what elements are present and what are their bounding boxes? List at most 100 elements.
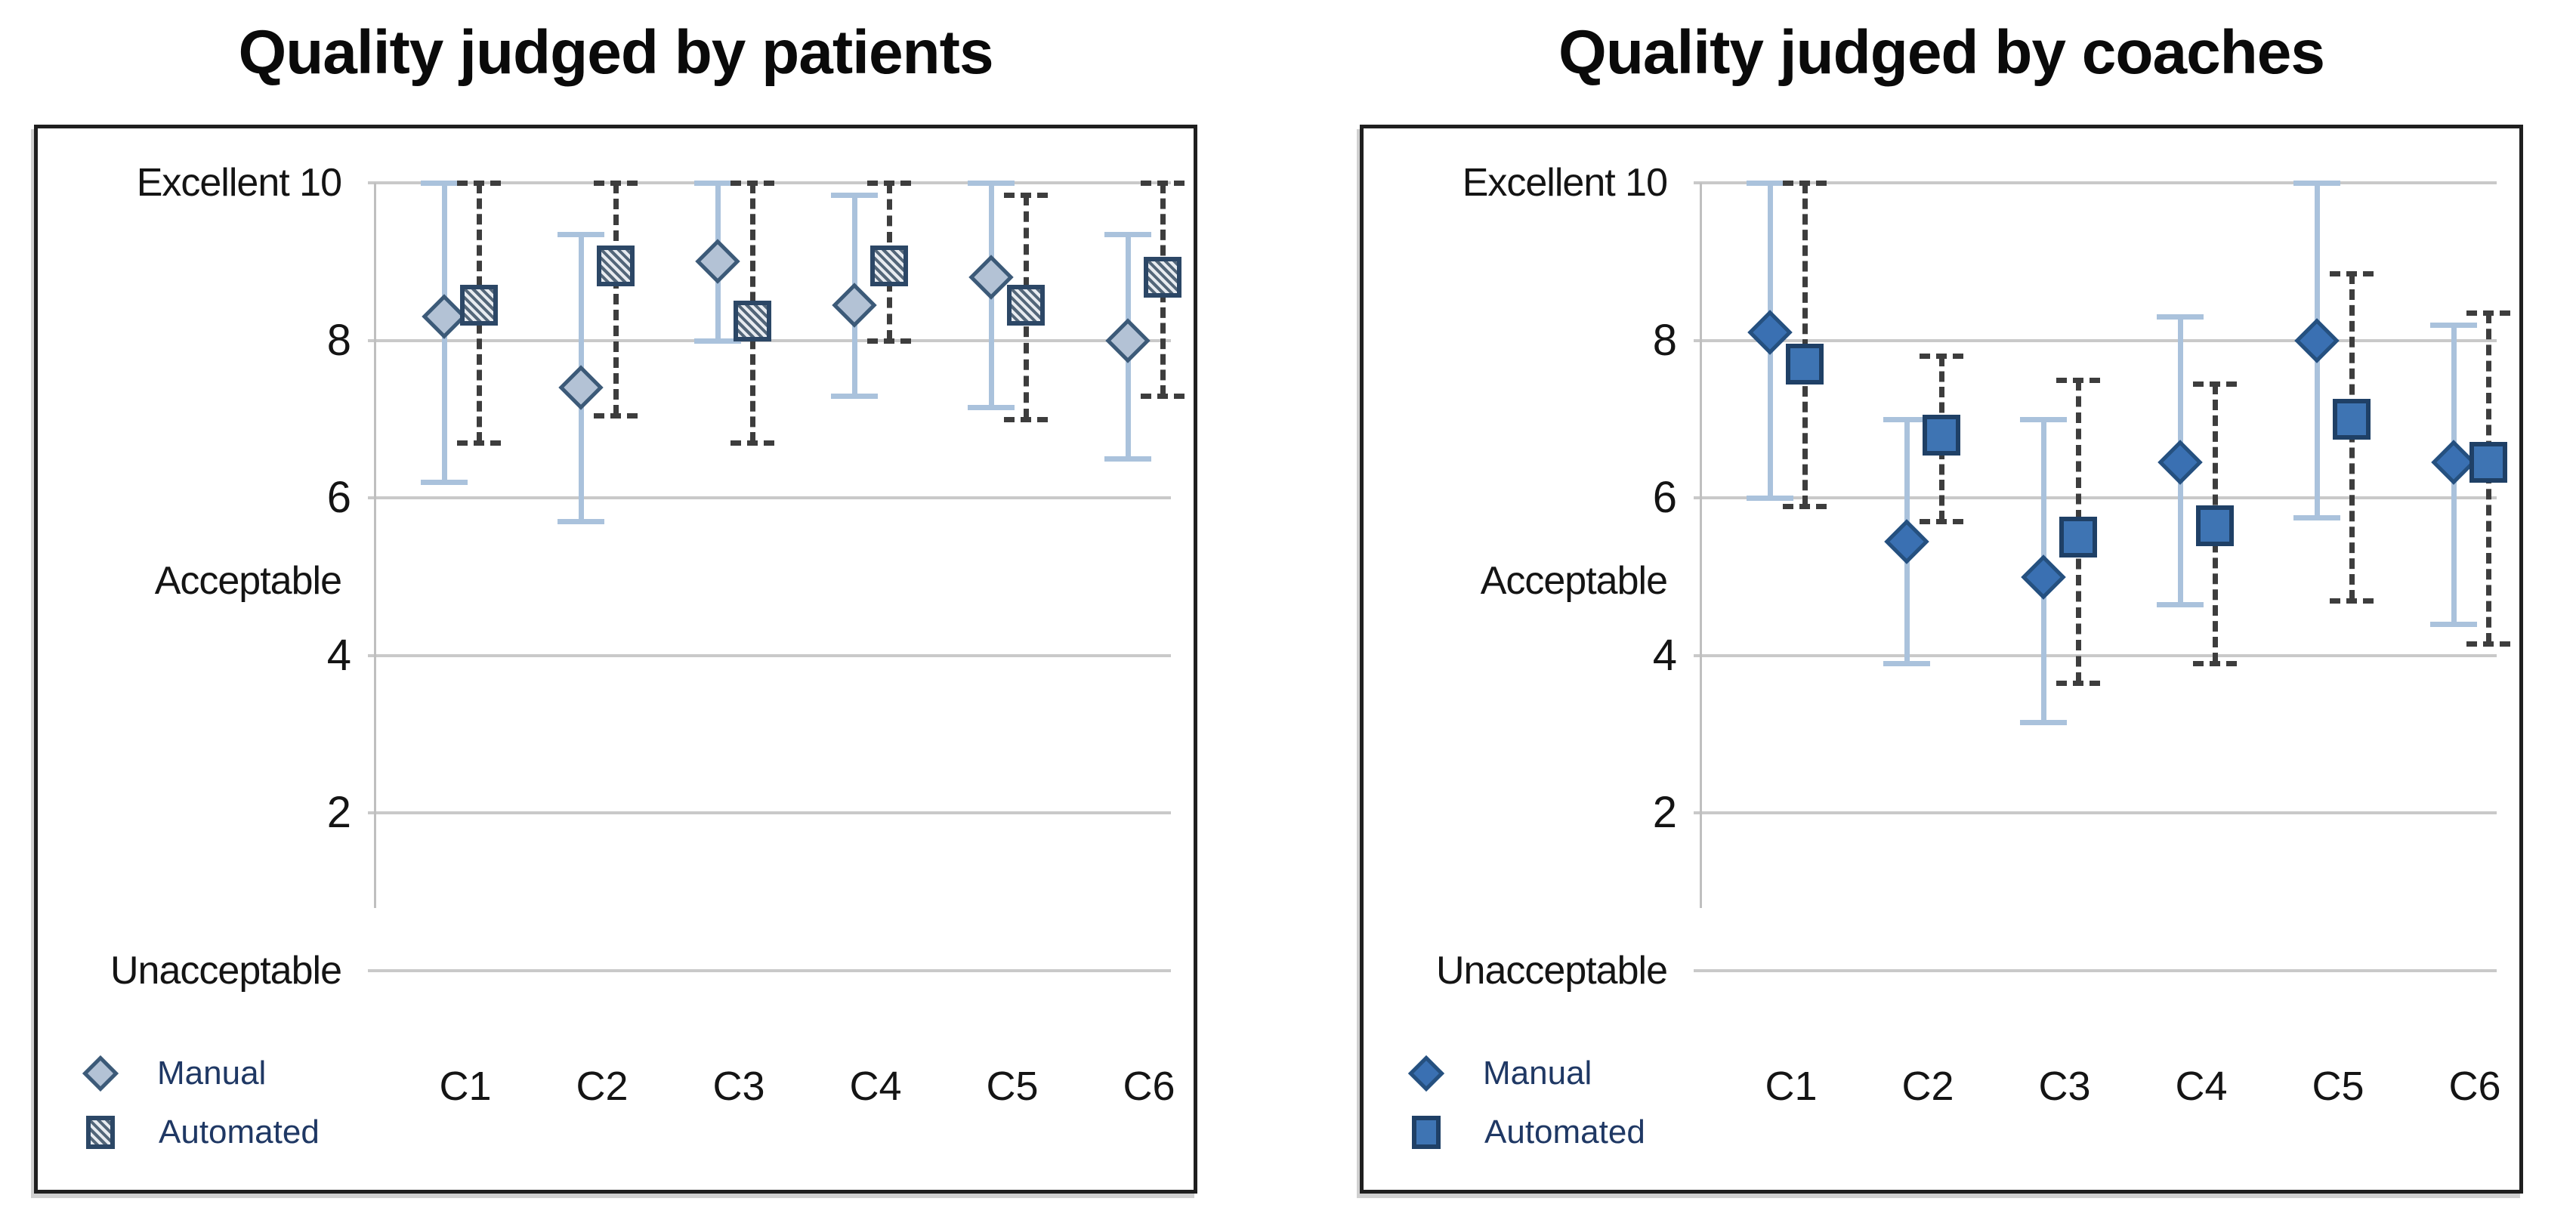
marker-manual-diamond-c2 (558, 365, 604, 410)
error-cap-high (2056, 377, 2100, 383)
gridline-y6 (368, 496, 1171, 500)
coaches-legend: Manual Automated (1403, 1044, 1720, 1162)
error-cap-low (2430, 622, 2477, 628)
error-cap-low (2020, 720, 2067, 726)
automated-square-icon (86, 1116, 115, 1149)
gridline-y4 (368, 653, 1171, 657)
error-cap-high (831, 192, 878, 198)
y-axis-label-unacceptable: Unacceptable (1436, 949, 1668, 993)
patients-chart-panel: Excellent 10 8 6 Acceptable 4 2 Unacceptable C1… (34, 125, 1197, 1194)
error-cap-low (867, 338, 911, 344)
x-axis-label-c6: C6 (2448, 1064, 2501, 1109)
marker-manual-diamond-c4 (2157, 440, 2203, 485)
automated-square-icon (1412, 1116, 1441, 1149)
error-cap-high (594, 181, 638, 186)
error-cap-high (2157, 314, 2204, 320)
x-axis-label-c2: C2 (576, 1064, 629, 1109)
error-cap-high (2293, 181, 2340, 186)
marker-automated-square-c2 (597, 245, 635, 286)
error-cap-low (730, 440, 774, 446)
marker-automated-square-c2 (1923, 414, 1960, 456)
error-cap-low (1883, 661, 1930, 667)
marker-automated-square-c1 (1786, 343, 1824, 385)
coaches-chart-panel: Excellent 10 8 6 Acceptable 4 2 Unacceptable C1… (1360, 125, 2523, 1194)
x-axis-label-c1: C1 (439, 1064, 492, 1109)
y-axis-label-8: 8 (326, 315, 351, 365)
marker-automated-square-c1 (460, 284, 498, 326)
patients-chart-title: Quality judged by patients (238, 18, 993, 87)
error-cap-low (1783, 503, 1827, 509)
y-axis-label-4: 4 (1652, 630, 1677, 680)
x-axis-label-c1: C1 (1765, 1064, 1818, 1109)
y-axis-label-acceptable: Acceptable (1480, 558, 1668, 603)
error-cap-low (2330, 598, 2374, 604)
error-cap-high (2466, 310, 2510, 317)
error-cap-low (457, 440, 501, 446)
x-axis-label-c4: C4 (849, 1064, 902, 1109)
y-axis-label-2: 2 (1652, 788, 1677, 838)
y-axis-label-4: 4 (326, 630, 351, 680)
marker-automated-square-c6 (1144, 257, 1181, 298)
patients-plot-area: Excellent 10 8 6 Acceptable 4 2 Unacceptable C1… (38, 128, 1194, 1190)
legend-label-manual: Manual (1483, 1055, 1592, 1092)
error-cap-low (2157, 602, 2204, 607)
marker-manual-diamond-c5 (2294, 317, 2340, 363)
coaches-chart-block: Quality judged by coaches Excellent 10 8 6… (1360, 0, 2523, 1220)
error-cap-high (457, 181, 501, 186)
y-axis-label-6: 6 (326, 473, 351, 523)
error-cap-low (2466, 641, 2510, 647)
gridline-y10 (1694, 181, 2497, 184)
y-axis-line (374, 183, 376, 908)
error-cap-low (2293, 515, 2340, 521)
error-cap-low (558, 519, 604, 525)
error-cap-low (968, 405, 1015, 411)
y-axis-label-excellent-10: Excellent 10 (136, 161, 342, 205)
error-cap-high (2330, 270, 2374, 276)
marker-manual-diamond-c4 (832, 282, 877, 328)
legend-row-manual: Manual (1403, 1044, 1720, 1103)
marker-manual-diamond-c6 (1105, 317, 1151, 363)
x-axis-label-c5: C5 (2312, 1064, 2364, 1109)
error-cap-high (1141, 181, 1185, 186)
error-cap-high (421, 181, 468, 186)
error-cap-low (831, 393, 878, 399)
y-axis-label-6: 6 (1652, 473, 1677, 523)
error-bar-automated-c2 (613, 183, 619, 415)
error-cap-low (1104, 456, 1151, 462)
error-cap-low (1920, 519, 1963, 525)
error-cap-high (1104, 231, 1151, 237)
y-axis-line (1700, 183, 1702, 908)
error-cap-high (2193, 381, 2237, 387)
x-axis-label-c3: C3 (712, 1064, 765, 1109)
coaches-chart-title: Quality judged by coaches (1558, 18, 2325, 87)
gridline-y0 (368, 969, 1171, 972)
legend-row-automated: Automated (1403, 1103, 1720, 1162)
error-cap-high (694, 181, 741, 186)
error-cap-high (968, 181, 1015, 186)
patients-chart-block: Quality judged by patients Excellent 10 8… (34, 0, 1197, 1220)
error-cap-high (1747, 181, 1793, 186)
error-cap-high (2430, 322, 2477, 328)
marker-automated-square-c5 (1007, 284, 1045, 326)
manual-diamond-icon (82, 1055, 119, 1092)
gridline-y6 (1694, 496, 2497, 500)
gridline-y8 (1694, 338, 2497, 342)
error-cap-low (694, 338, 741, 344)
gridline-y2 (368, 811, 1171, 815)
error-cap-low (2193, 661, 2237, 667)
x-axis-label-c4: C4 (2175, 1064, 2228, 1109)
error-cap-low (2056, 681, 2100, 687)
x-axis-label-c5: C5 (986, 1064, 1039, 1109)
patients-legend: Manual Automated (77, 1044, 394, 1162)
y-axis-label-2: 2 (326, 788, 351, 838)
gridline-y4 (1694, 653, 2497, 657)
marker-manual-diamond-c3 (2021, 554, 2066, 600)
marker-automated-square-c3 (2059, 517, 2097, 558)
marker-automated-square-c4 (2196, 505, 2234, 546)
error-cap-high (1004, 192, 1048, 198)
error-cap-high (867, 181, 911, 186)
y-axis-label-excellent-10: Excellent 10 (1462, 161, 1668, 205)
legend-label-manual: Manual (157, 1055, 267, 1092)
error-cap-high (1783, 181, 1827, 186)
